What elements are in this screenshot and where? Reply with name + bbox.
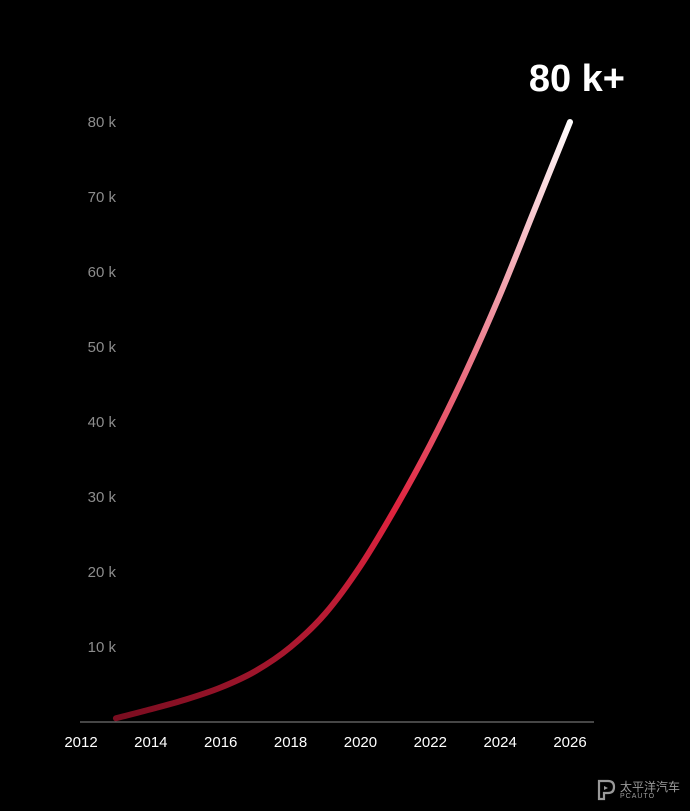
x-tick-label: 2026 [553,734,586,751]
x-tick-label: 2016 [204,734,237,751]
series-line [112,119,573,722]
y-tick-label: 40 k [88,414,117,431]
y-tick-label: 10 k [88,639,117,656]
x-tick-label: 2018 [274,734,307,751]
x-tick-label: 2012 [64,734,97,751]
y-tick-label: 30 k [88,489,117,506]
pcauto-logo-icon [597,779,616,801]
y-tick-label: 80 k [88,114,117,131]
x-tick-label: 2024 [483,734,516,751]
end-value-label: 80 k+ [529,58,625,100]
x-tick-label: 2020 [344,734,377,751]
y-tick-label: 50 k [88,339,117,356]
y-axis-ticks: 10 k 20 k 30 k 40 k 50 k 60 k 70 k 80 k [88,114,117,656]
watermark-brand-en: PCAUTO [619,792,656,800]
x-tick-label: 2014 [134,734,167,751]
watermark: 太平洋汽车 PCAUTO [596,779,680,801]
y-tick-label: 20 k [88,564,117,581]
x-tick-label: 2022 [414,734,447,751]
series-group [112,119,573,722]
x-axis-ticks: 2012 2014 2016 2018 2020 2022 2024 2026 [64,734,586,751]
y-tick-label: 70 k [88,189,117,206]
watermark-brand-cn: 太平洋汽车 [619,779,680,794]
y-tick-label: 60 k [88,264,117,281]
